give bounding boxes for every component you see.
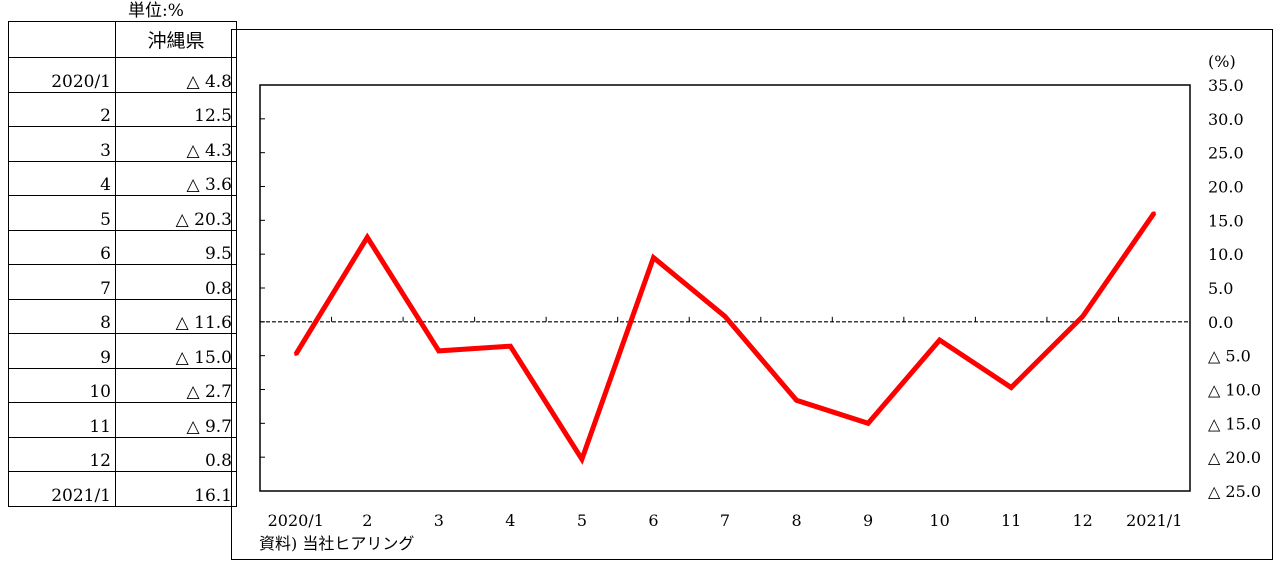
x-tick-label: 9 [863,511,873,530]
value-cell: 12.5 [115,91,237,127]
table-row: 2021/1 16.1 [8,471,237,507]
month-cell: 8 [8,298,116,334]
month-cell: 7 [8,264,116,300]
data-point [723,314,727,318]
data-point [795,398,799,402]
data-point [1009,385,1013,389]
y-tick-label: △ 25.0 [1208,482,1261,501]
y-tick-label: △ 15.0 [1208,414,1261,433]
month-cell: 11 [8,402,116,438]
source-note: 資料) 当社ヒアリング [259,534,414,553]
table-row: 4 △ 3.6 [8,160,237,196]
month-cell: 2 [8,91,116,127]
value-cell: 16.1 [115,471,237,507]
table-row: 12 0.8 [8,436,237,472]
data-point [938,338,942,342]
y-tick-label: 5.0 [1208,279,1233,298]
data-table: 沖縄県 2020/1 △ 4.8 2 12.5 3 △ 4.3 4 △ 3.6 5 △ 20.3 6 9… [8,21,237,507]
y-tick-label: 20.0 [1208,178,1244,197]
table-row: 11 △ 9.7 [8,402,237,438]
y-tick-label: 25.0 [1208,144,1244,163]
table-header-row: 沖縄県 [8,21,237,58]
data-point [651,256,655,260]
x-tick-label: 2021/1 [1126,511,1182,530]
month-cell: 10 [8,367,116,403]
x-tick-label: 6 [648,511,658,530]
x-tick-label: 10 [929,511,949,530]
table-row: 6 9.5 [8,229,237,265]
value-cell: 9.5 [115,229,237,265]
month-cell: 6 [8,229,116,265]
data-point [508,344,512,348]
series-line [293,211,1157,465]
line-chart: 35.0 30.0 25.0 20.0 15.0 10.0 5.0 0.0 △ 5.0 △ 10.… [259,52,1261,553]
x-tick-label: 2 [362,511,372,530]
data-point [1152,211,1156,215]
data-point [365,235,369,239]
table-row: 3 △ 4.3 [8,126,237,162]
data-point [294,352,298,356]
table-row: 10 △ 2.7 [8,367,237,403]
table-header-cell [8,21,116,58]
data-point [580,457,584,461]
table-row: 2020/1 △ 4.8 [8,57,237,93]
y-tick-label: 30.0 [1208,110,1244,129]
value-cell: △ 15.0 [115,333,237,369]
month-cell: 4 [8,160,116,196]
x-tick-label: 4 [505,511,515,530]
table-row: 5 △ 20.3 [8,195,237,231]
chart-frame: 35.0 30.0 25.0 20.0 15.0 10.0 5.0 0.0 △ 5.0 △ 10.… [231,29,1273,560]
y-tick-label: △ 10.0 [1208,381,1261,400]
x-tick-label: 11 [1001,511,1021,530]
month-cell: 9 [8,333,116,369]
month-cell: 3 [8,126,116,162]
month-cell: 5 [8,195,116,231]
x-tick-label: 3 [434,511,444,530]
value-cell: △ 3.6 [115,160,237,196]
table-header-cell: 沖縄県 [115,21,237,58]
value-cell: △ 11.6 [115,298,237,334]
month-cell: 2020/1 [8,57,116,93]
value-cell: △ 9.7 [115,402,237,438]
value-cell: 0.8 [115,264,237,300]
table-row: 8 △ 11.6 [8,298,237,334]
x-tick-label: 12 [1073,511,1093,530]
x-tick-label: 7 [720,511,730,530]
value-cell: △ 2.7 [115,367,237,403]
data-point [437,349,441,353]
table-row: 9 △ 15.0 [8,333,237,369]
month-cell: 2021/1 [8,471,116,507]
y-tick-label: 15.0 [1208,211,1244,230]
y-tick-label: 0.0 [1208,313,1233,332]
value-cell: △ 4.8 [115,57,237,93]
data-point [866,421,870,425]
value-cell: △ 20.3 [115,195,237,231]
table-row: 7 0.8 [8,264,237,300]
y-tick-label: △ 5.0 [1208,347,1251,366]
data-point [1081,314,1085,318]
value-cell: △ 4.3 [115,126,237,162]
y-tick-label: 10.0 [1208,245,1244,264]
table-row: 2 12.5 [8,91,237,127]
value-cell: 0.8 [115,436,237,472]
unit-label: 単位:% [128,1,184,21]
y-tick-label: △ 20.0 [1208,448,1261,467]
month-cell: 12 [8,436,116,472]
y-unit-label: (%) [1208,52,1236,71]
x-tick-label: 5 [577,511,587,530]
x-tick-label: 8 [791,511,801,530]
x-tick-label: 2020/1 [268,511,324,530]
y-tick-label: 35.0 [1208,76,1244,95]
